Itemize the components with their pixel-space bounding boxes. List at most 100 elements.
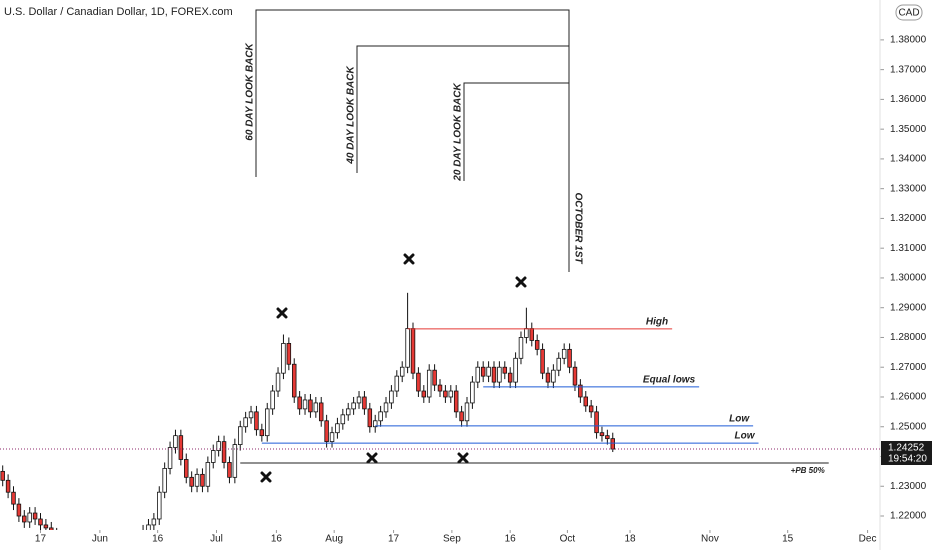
- level-label: Low: [729, 413, 750, 424]
- candle-body: [38, 518, 43, 526]
- y-tick-label: 1.25000: [890, 421, 927, 432]
- cross: [457, 452, 469, 464]
- annotation: 60 DAY LOOK BACK: [245, 43, 256, 141]
- y-tick-label: 1.23000: [890, 481, 927, 492]
- candle-body: [200, 473, 205, 487]
- candle-body: [351, 402, 356, 410]
- currency-badge: [895, 4, 923, 21]
- candle-body: [399, 366, 405, 377]
- candle-body: [453, 390, 459, 413]
- candle-body: [162, 467, 167, 493]
- candle-body: [459, 411, 464, 422]
- candle-body: [448, 390, 454, 398]
- x-tick-label: 16: [152, 534, 164, 545]
- candle-body: [238, 426, 243, 445]
- candle-body: [345, 408, 351, 416]
- chart-title: U.S. Dollar / Canadian Dollar, 1D, FOREX…: [4, 6, 233, 18]
- y-tick-label: 1.29000: [890, 302, 927, 313]
- candle-body: [610, 438, 615, 450]
- y-tick-label: 1.36000: [890, 94, 927, 105]
- x-tick-label: Jul: [210, 534, 223, 545]
- candle-body: [405, 328, 410, 368]
- candle-body: [146, 524, 151, 530]
- candle-body: [43, 524, 49, 529]
- candle-body: [22, 515, 27, 523]
- plot-area: [0, 292, 615, 530]
- candle-body: [11, 491, 16, 505]
- y-tick-label: 1.27000: [890, 362, 927, 373]
- candle-body: [270, 390, 275, 410]
- candle-body: [248, 411, 254, 419]
- candle-body: [205, 462, 211, 487]
- candle-body: [167, 447, 173, 469]
- bracket-40: [356, 45, 569, 173]
- candle-body: [32, 512, 38, 520]
- x-tick-label: 18: [624, 534, 636, 545]
- candle-body: [378, 411, 383, 422]
- x-tick-label: 17: [388, 534, 400, 545]
- candle-body: [551, 369, 556, 383]
- candle-body: [318, 402, 324, 422]
- candle-body: [259, 429, 265, 437]
- candle-body: [426, 369, 432, 398]
- candle-body: [507, 372, 513, 383]
- y-tick-label: 1.34000: [890, 154, 927, 165]
- last-price-box: [881, 440, 932, 465]
- y-tick-label: 1.33000: [890, 183, 927, 194]
- candle-body: [216, 441, 221, 451]
- candle-body: [211, 450, 216, 463]
- candle-body: [572, 366, 578, 386]
- candle-body: [443, 390, 448, 398]
- candle-body: [529, 328, 535, 341]
- candle-body: [16, 503, 22, 517]
- candle-body: [502, 366, 508, 374]
- candle-body: [0, 470, 5, 481]
- y-tick-label: 1.26000: [890, 392, 927, 403]
- candle-body: [151, 518, 157, 526]
- candle-body: [335, 423, 340, 434]
- candle-body: [356, 396, 362, 404]
- candle-body: [491, 366, 497, 383]
- candle-body: [394, 375, 400, 392]
- candle-body: [518, 337, 524, 359]
- candle-body: [470, 381, 475, 404]
- candle-body: [545, 372, 551, 383]
- candle-body: [49, 527, 54, 530]
- candle-body: [221, 441, 227, 463]
- x-tick-label: 17: [35, 534, 47, 545]
- candle-body: [464, 402, 470, 422]
- cross: [276, 307, 288, 319]
- candle-body: [227, 462, 232, 478]
- cross: [260, 471, 272, 483]
- candle-body: [254, 411, 259, 431]
- candle-body: [367, 408, 373, 428]
- x-tick-label: Aug: [325, 534, 343, 545]
- price-axis: 1.220001.230001.240001.250001.260001.270…: [880, 35, 927, 522]
- candle-body: [524, 328, 529, 338]
- x-tick-label: Sep: [443, 534, 461, 545]
- candle-body: [189, 476, 194, 487]
- candle-body: [372, 420, 378, 428]
- candle-body: [173, 435, 178, 448]
- candle-body: [302, 399, 308, 410]
- candle-body: [27, 512, 32, 523]
- candle-body: [184, 459, 189, 478]
- last-price: 1.24252: [888, 443, 925, 454]
- y-tick-label: 1.31000: [890, 243, 927, 254]
- x-tick-label: 16: [271, 534, 283, 545]
- x-tick-label: Oct: [560, 534, 576, 545]
- candle-body: [389, 390, 394, 404]
- candle-body: [432, 369, 437, 386]
- candle-body: [416, 372, 421, 392]
- candle-body: [5, 479, 11, 493]
- candle-body: [561, 348, 567, 359]
- candle-body: [486, 366, 491, 377]
- candle-body: [540, 348, 545, 374]
- annotation: OCTOBER 1ST: [572, 193, 583, 265]
- candle-body: [513, 357, 518, 383]
- annotation: 20 DAY LOOK BACK: [453, 83, 464, 182]
- cross: [366, 452, 378, 464]
- candle-body: [480, 366, 486, 377]
- cross: [515, 276, 527, 288]
